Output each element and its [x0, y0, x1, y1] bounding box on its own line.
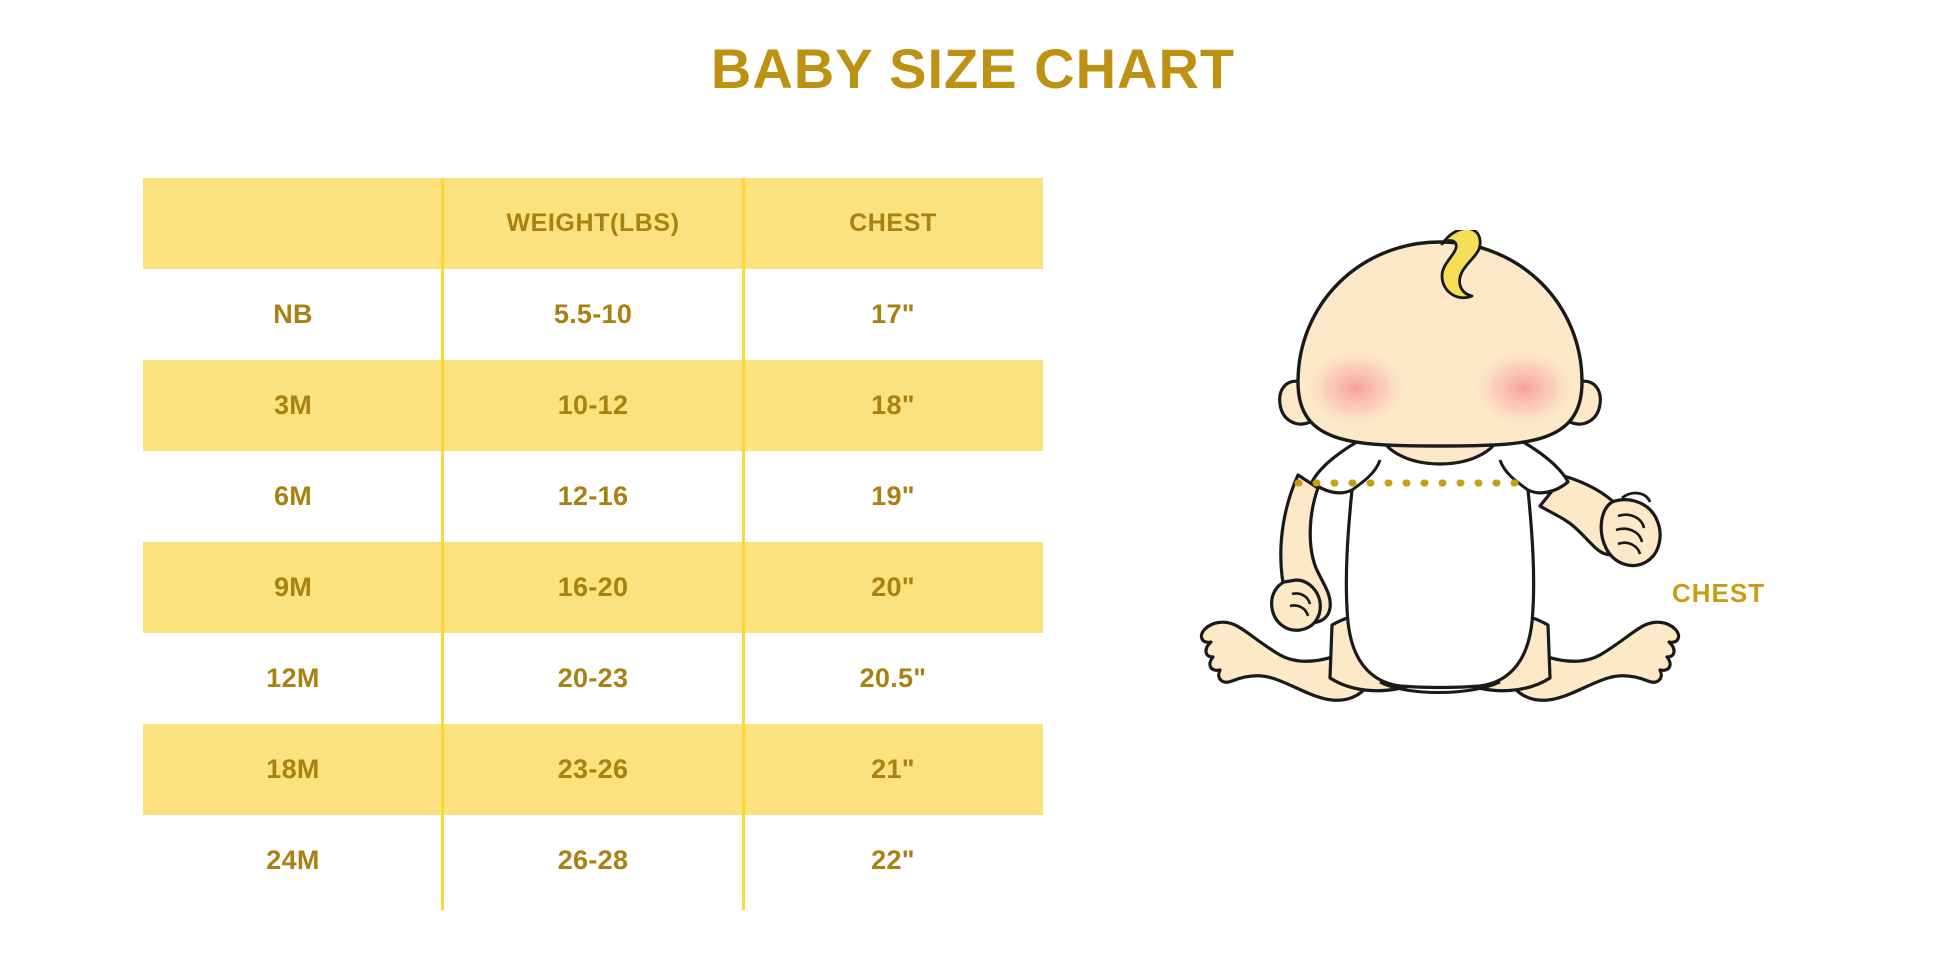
header-chest: CHEST — [849, 209, 937, 237]
table-row: 6M 12-16 19" — [143, 451, 1043, 542]
baby-illustration — [1180, 227, 1700, 810]
cell-size: 3M — [273, 390, 313, 420]
cell-weight: 20-23 — [557, 663, 629, 693]
table-row: 24M 26-28 22" — [143, 815, 1043, 906]
cell-size: 9M — [273, 572, 313, 602]
table-row: 3M 10-12 18" — [143, 360, 1043, 451]
table-row: 12M 20-23 20.5" — [143, 633, 1043, 724]
header-weight: WEIGHT(LBS) — [506, 209, 680, 237]
baby-size-table: WEIGHT(LBS) CHEST NB 5.5-10 17" 3M 10-12… — [143, 178, 1043, 906]
cheek-left — [1304, 348, 1408, 428]
cell-weight: 16-20 — [557, 572, 629, 602]
cell-chest: 19" — [871, 481, 915, 511]
hair-curl — [1440, 227, 1482, 300]
cell-size: 18M — [266, 754, 320, 784]
page-title: BABY SIZE CHART — [710, 37, 1236, 100]
cheek-right — [1472, 348, 1576, 428]
cell-weight: 5.5-10 — [553, 299, 633, 329]
cell-chest: 17" — [871, 299, 915, 329]
cell-weight: 12-16 — [557, 481, 629, 511]
table-row: NB 5.5-10 17" — [143, 269, 1043, 360]
cell-chest: 18" — [871, 390, 915, 420]
cell-size: 12M — [266, 663, 320, 693]
cell-size: 24M — [266, 845, 320, 875]
cell-size: NB — [273, 299, 313, 329]
cell-weight: 10-12 — [557, 390, 629, 420]
table-row: 18M 23-26 21" — [143, 724, 1043, 815]
baby-right-leg — [1504, 620, 1681, 702]
cell-chest: 21" — [871, 754, 915, 784]
cell-weight: 23-26 — [557, 754, 629, 784]
column-divider-1 — [441, 178, 444, 910]
cell-chest: 20" — [871, 572, 915, 602]
cell-chest: 22" — [871, 845, 915, 875]
chest-measure-label: CHEST — [1672, 578, 1766, 608]
cell-weight: 26-28 — [557, 845, 629, 875]
column-divider-2 — [742, 178, 745, 910]
table-row: 9M 16-20 20" — [143, 542, 1043, 633]
cell-size: 6M — [273, 481, 313, 511]
cell-chest: 20.5" — [859, 663, 927, 693]
baby-left-leg — [1199, 620, 1376, 702]
table-header-row: WEIGHT(LBS) CHEST — [143, 178, 1043, 269]
baby-right-arm — [1538, 474, 1662, 568]
baby-left-arm — [1270, 473, 1332, 632]
